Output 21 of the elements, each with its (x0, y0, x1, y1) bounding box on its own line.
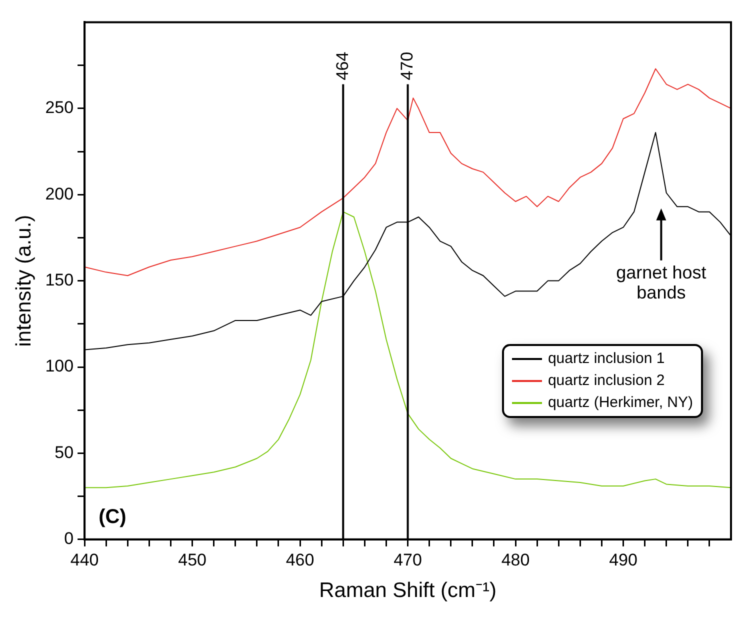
x-tick-label: 470 (394, 550, 422, 570)
legend-label: quartz (Herkimer, NY) (548, 393, 693, 413)
y-tick-label: 200 (45, 184, 74, 204)
annotation: garnet host bands (616, 262, 706, 302)
legend-label: quartz inclusion 2 (548, 371, 665, 391)
y-tick-label: 250 (45, 98, 74, 118)
legend-label: quartz inclusion 1 (548, 349, 665, 369)
x-tick-label: 460 (286, 550, 314, 570)
x-tick-label: 490 (609, 550, 638, 570)
y-axis-title: intensity (a.u.) (12, 214, 36, 347)
x-tick-label: 440 (70, 550, 99, 570)
x-axis-title: Raman Shift (cm⁻¹) (319, 579, 496, 602)
annotation: (C) (98, 506, 126, 528)
y-tick-label: 150 (45, 270, 74, 290)
ref-line-label: 464 (332, 52, 352, 80)
ref-line-label: 470 (397, 52, 416, 80)
y-tick-label: 0 (64, 529, 74, 548)
x-tick-label: 480 (501, 550, 530, 570)
y-tick-label: 100 (45, 356, 74, 376)
x-tick-label: 450 (178, 550, 206, 570)
y-tick-label: 50 (54, 442, 74, 462)
